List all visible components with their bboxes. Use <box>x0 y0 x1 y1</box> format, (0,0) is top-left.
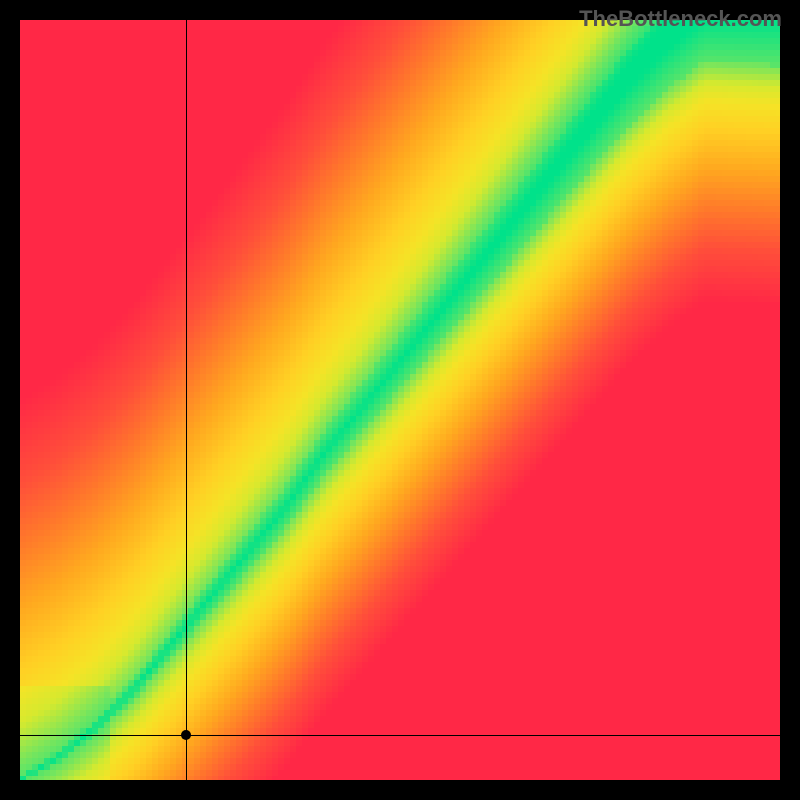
watermark-label: TheBottleneck.com <box>579 6 782 32</box>
chart-container: TheBottleneck.com <box>0 0 800 800</box>
heatmap-canvas <box>0 0 800 800</box>
